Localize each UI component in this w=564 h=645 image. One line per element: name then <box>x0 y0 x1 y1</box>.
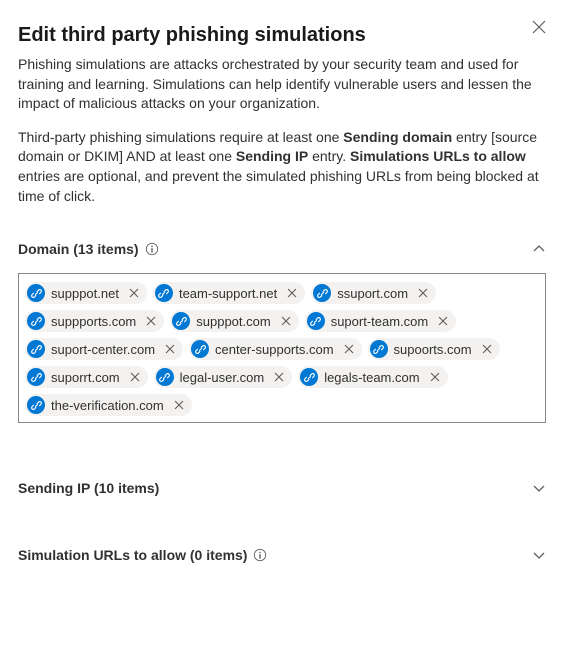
link-icon <box>27 284 45 302</box>
domain-chip[interactable]: center-supports.com <box>189 338 362 360</box>
domain-chip[interactable]: supoorts.com <box>368 338 500 360</box>
link-icon <box>313 284 331 302</box>
remove-chip-icon[interactable] <box>126 372 144 382</box>
link-icon <box>156 368 174 386</box>
domain-chip-container[interactable]: supppot.net team-support.net ssuport.com su… <box>18 273 546 423</box>
domain-chip[interactable]: suppports.com <box>25 310 164 332</box>
remove-chip-icon[interactable] <box>478 344 496 354</box>
domain-chip-label: supppot.net <box>49 286 121 301</box>
remove-chip-icon[interactable] <box>161 344 179 354</box>
remove-chip-icon[interactable] <box>277 316 295 326</box>
domain-chip-label: the-verification.com <box>49 398 166 413</box>
req-text: entries are optional, and prevent the si… <box>18 168 539 204</box>
domain-chip-label: supoorts.com <box>392 342 474 357</box>
domain-chip[interactable]: team-support.net <box>153 282 305 304</box>
link-icon <box>27 340 45 358</box>
info-icon[interactable] <box>145 242 159 256</box>
section-header-domain[interactable]: Domain (13 items) <box>18 224 546 273</box>
domain-chip-label: ssuport.com <box>335 286 410 301</box>
link-icon <box>155 284 173 302</box>
description-text: Phishing simulations are attacks orchest… <box>18 55 546 114</box>
req-sim-urls: Simulations URLs to allow <box>350 148 526 164</box>
section-title-sim-urls: Simulation URLs to allow (0 items) <box>18 547 247 563</box>
domain-chip-label: legal-user.com <box>178 370 267 385</box>
close-icon[interactable] <box>532 20 546 37</box>
domain-chip-label: suport-center.com <box>49 342 157 357</box>
remove-chip-icon[interactable] <box>434 316 452 326</box>
domain-chip[interactable]: legal-user.com <box>154 366 293 388</box>
req-sending-domain: Sending domain <box>343 129 452 145</box>
link-icon <box>370 340 388 358</box>
section-title-sending-ip: Sending IP (10 items) <box>18 480 159 496</box>
domain-chip-label: supppot.com <box>194 314 272 329</box>
domain-chip[interactable]: supppot.com <box>170 310 298 332</box>
remove-chip-icon[interactable] <box>340 344 358 354</box>
link-icon <box>191 340 209 358</box>
link-icon <box>27 396 45 414</box>
req-sending-ip: Sending IP <box>236 148 308 164</box>
link-icon <box>300 368 318 386</box>
domain-chip[interactable]: supppot.net <box>25 282 147 304</box>
remove-chip-icon[interactable] <box>414 288 432 298</box>
domain-chip-label: suporrt.com <box>49 370 122 385</box>
chevron-down-icon <box>532 548 546 562</box>
link-icon <box>27 312 45 330</box>
link-icon <box>172 312 190 330</box>
domain-chip[interactable]: suport-center.com <box>25 338 183 360</box>
remove-chip-icon[interactable] <box>142 316 160 326</box>
remove-chip-icon[interactable] <box>125 288 143 298</box>
domain-chip[interactable]: suporrt.com <box>25 366 148 388</box>
section-header-sending-ip[interactable]: Sending IP (10 items) <box>18 463 546 512</box>
domain-chip-label: legals-team.com <box>322 370 421 385</box>
remove-chip-icon[interactable] <box>426 372 444 382</box>
domain-chip-label: suport-team.com <box>329 314 431 329</box>
remove-chip-icon[interactable] <box>170 400 188 410</box>
section-header-sim-urls[interactable]: Simulation URLs to allow (0 items) <box>18 530 546 579</box>
page-title: Edit third party phishing simulations <box>18 24 546 47</box>
req-text: entry. <box>308 148 350 164</box>
domain-chip-label: suppports.com <box>49 314 138 329</box>
remove-chip-icon[interactable] <box>270 372 288 382</box>
link-icon <box>27 368 45 386</box>
remove-chip-icon[interactable] <box>283 288 301 298</box>
domain-chip[interactable]: suport-team.com <box>305 310 457 332</box>
chevron-up-icon <box>532 242 546 256</box>
chevron-down-icon <box>532 481 546 495</box>
domain-chip[interactable]: ssuport.com <box>311 282 436 304</box>
domain-chip[interactable]: the-verification.com <box>25 394 192 416</box>
domain-chip[interactable]: legals-team.com <box>298 366 447 388</box>
requirements-text: Third-party phishing simulations require… <box>18 128 546 206</box>
info-icon[interactable] <box>253 548 267 562</box>
domain-chip-label: center-supports.com <box>213 342 336 357</box>
domain-chip-label: team-support.net <box>177 286 279 301</box>
link-icon <box>307 312 325 330</box>
req-text: Third-party phishing simulations require… <box>18 129 343 145</box>
section-title-domain: Domain (13 items) <box>18 241 139 257</box>
